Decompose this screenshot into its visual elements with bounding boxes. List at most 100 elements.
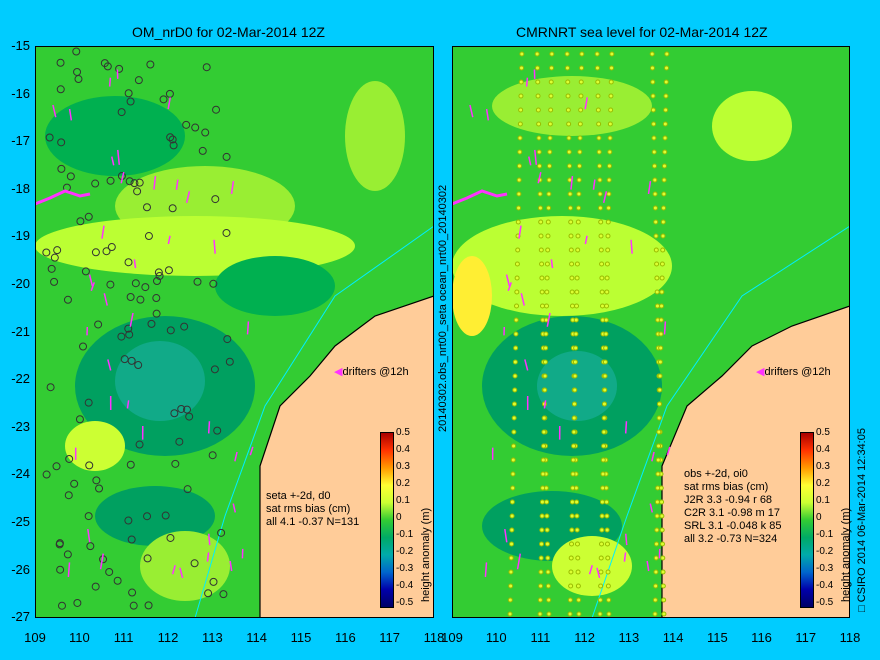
obs-marker	[651, 135, 657, 141]
obs-marker	[514, 289, 520, 295]
obs-marker	[142, 203, 151, 212]
obs-marker	[599, 541, 605, 547]
x-tick-label: 113	[618, 630, 640, 645]
obs-marker	[50, 277, 59, 286]
obs-marker	[604, 289, 610, 295]
obs-marker	[105, 567, 114, 576]
drifter-track	[111, 156, 115, 166]
colorbar-tick: 0.5	[396, 427, 410, 438]
x-tick-label: 115	[290, 630, 312, 645]
right-colorbar: 0.5 0.4 0.3 0.2 0.1 0 -0.1 -0.2 -0.3 -0.4 -0.5 hei…	[800, 427, 852, 608]
obs-marker	[574, 275, 580, 281]
obs-marker	[509, 499, 515, 505]
obs-marker	[201, 128, 210, 137]
obs-marker	[511, 443, 517, 449]
obs-marker	[134, 76, 143, 85]
obs-marker	[130, 179, 139, 188]
obs-marker	[596, 121, 602, 127]
obs-marker	[217, 528, 226, 537]
obs-marker	[600, 485, 606, 491]
obs-marker	[166, 326, 175, 335]
obs-marker	[567, 205, 573, 211]
colorbar-tick: 0.4	[396, 444, 410, 455]
obs-marker	[102, 247, 111, 256]
obs-marker	[546, 191, 552, 197]
colorbar-tick: -0.5	[816, 597, 834, 608]
obs-marker	[509, 541, 515, 547]
obs-marker	[91, 179, 100, 188]
obs-marker	[660, 233, 666, 239]
obs-marker	[600, 471, 606, 477]
colorbar-tick: 0.5	[816, 427, 830, 438]
obs-marker	[566, 135, 572, 141]
obs-marker	[512, 387, 518, 393]
obs-marker	[541, 415, 547, 421]
obs-marker	[661, 177, 667, 183]
obs-marker	[575, 569, 581, 575]
obs-marker	[143, 512, 152, 521]
obs-marker	[598, 219, 604, 225]
obs-marker	[57, 164, 66, 173]
drifter-tracks	[452, 69, 671, 579]
obs-marker	[605, 219, 611, 225]
obs-marker	[513, 345, 519, 351]
obs-marker	[225, 357, 234, 366]
obs-marker	[659, 513, 665, 519]
obs-marker	[86, 542, 95, 551]
stats-line: obs +-2d, oi0	[684, 468, 748, 480]
drifter-track	[550, 259, 554, 269]
obs-marker	[654, 261, 660, 267]
obs-marker	[597, 191, 603, 197]
obs-marker	[567, 163, 573, 169]
obs-marker	[662, 135, 668, 141]
x-tick-label: 116	[751, 630, 772, 645]
obs-marker	[568, 583, 574, 589]
drifter-track	[90, 282, 95, 292]
y-tick-label: -18	[11, 180, 30, 196]
colorbar-label: height anomaly (m)	[420, 507, 432, 602]
x-tick-label: 114	[246, 630, 268, 645]
obs-marker	[599, 261, 605, 267]
obs-marker	[518, 93, 524, 99]
obs-marker	[568, 219, 574, 225]
obs-marker	[566, 121, 572, 127]
drifter-track	[179, 567, 184, 579]
obs-marker	[516, 163, 522, 169]
drifter-track	[35, 189, 91, 206]
obs-marker	[539, 513, 545, 519]
obs-marker	[549, 65, 555, 71]
obs-marker	[73, 67, 82, 76]
obs-marker	[537, 611, 543, 617]
y-tick-label: -26	[11, 561, 30, 577]
drifter-track	[101, 225, 105, 239]
colorbar-tick: 0	[396, 512, 402, 523]
obs-marker	[595, 93, 601, 99]
obs-marker	[569, 527, 575, 533]
y-tick-label: -19	[11, 228, 30, 244]
obs-marker	[653, 247, 659, 253]
obs-marker	[661, 611, 667, 617]
drifter-track	[117, 149, 121, 165]
obs-marker	[600, 457, 606, 463]
drifter-track	[52, 104, 57, 118]
obs-marker	[546, 611, 552, 617]
obs-marker	[84, 398, 93, 407]
obs-marker	[210, 365, 219, 374]
obs-marker	[515, 219, 521, 225]
x-tick-label: 117	[795, 630, 817, 645]
obs-marker	[548, 107, 554, 113]
obs-marker	[568, 569, 574, 575]
obs-marker	[512, 373, 518, 379]
obs-marker	[515, 247, 521, 253]
obs-marker	[604, 499, 610, 505]
drifter-track	[507, 282, 512, 292]
obs-marker	[509, 513, 515, 519]
obs-marker	[79, 342, 88, 351]
obs-marker	[609, 51, 615, 57]
obs-marker	[573, 345, 579, 351]
obs-marker	[564, 65, 570, 71]
obs-marker	[540, 457, 546, 463]
drifter-track	[630, 239, 633, 254]
obs-marker	[135, 440, 144, 449]
obs-marker	[219, 590, 228, 599]
